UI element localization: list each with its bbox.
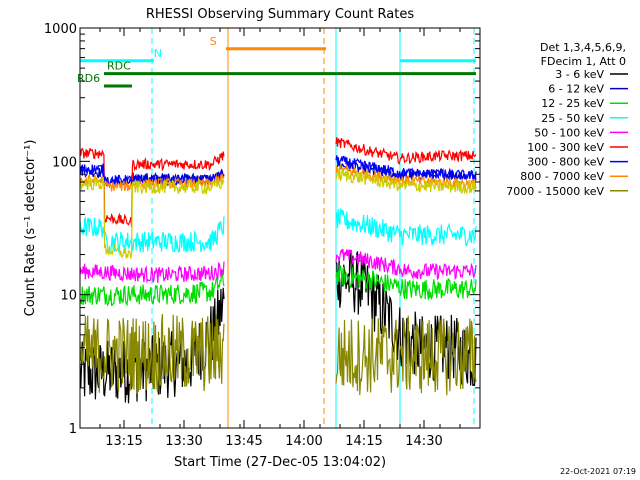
- legend-entry-label: 300 - 800 keV: [527, 156, 604, 169]
- series-line: [79, 314, 225, 394]
- flag-bars: N S RDC RD6: [77, 35, 476, 88]
- x-tick-label: 13:30: [165, 434, 202, 449]
- x-tick-label: 13:15: [105, 434, 142, 449]
- y-tick-label: 100: [52, 155, 77, 170]
- axes: 13:15 13:30 13:45 14:00 14:15 14:30 1 10 100 1000: [44, 22, 481, 449]
- legend-entry-label: 800 - 7000 keV: [520, 170, 604, 183]
- series-line: [79, 147, 225, 228]
- legend-header: FDecim 1, Att 0: [541, 55, 626, 68]
- flag-label: RDC: [107, 60, 131, 73]
- legend-entry-label: 6 - 12 keV: [548, 83, 604, 96]
- flag-label: RD6: [77, 72, 100, 85]
- legend-entry-label: 50 - 100 keV: [534, 126, 604, 139]
- series-line: [79, 176, 225, 259]
- flag-label: S: [210, 35, 217, 48]
- legend-entry-label: 100 - 300 keV: [527, 141, 604, 154]
- chart-title: RHESSI Observing Summary Count Rates: [146, 7, 415, 22]
- legend-entry-label: 7000 - 15000 keV: [506, 185, 604, 198]
- y-axis-label: Count Rate (s⁻¹ detector⁻¹): [23, 140, 38, 317]
- y-tick-label: 1: [69, 422, 77, 437]
- x-tick-label: 14:15: [345, 434, 382, 449]
- x-tick-label: 13:45: [225, 434, 262, 449]
- series-line: [335, 207, 477, 247]
- y-tick-label: 10: [60, 289, 77, 304]
- series-line: [335, 248, 477, 281]
- series-line: [335, 168, 477, 195]
- series-line: [79, 261, 225, 284]
- x-tick-label: 14:00: [285, 434, 322, 449]
- legend-entry-label: 12 - 25 keV: [541, 97, 604, 110]
- legend-entry-label: 3 - 6 keV: [555, 68, 604, 81]
- y-tick-label: 1000: [44, 22, 77, 37]
- series-line: [335, 315, 477, 396]
- flag-label: N: [154, 47, 162, 60]
- x-axis-label: Start Time (27-Dec-05 13:04:02): [174, 455, 386, 470]
- footer-date: 22-Oct-2021 07:19: [560, 467, 636, 476]
- series-line: [335, 137, 477, 165]
- x-tick-label: 14:30: [405, 434, 442, 449]
- legend-entry-label: 25 - 50 keV: [541, 112, 604, 125]
- series-line: [335, 264, 477, 301]
- legend: Det 1,3,4,5,6,9,FDecim 1, Att 03 - 6 keV…: [506, 41, 628, 198]
- legend-header: Det 1,3,4,5,6,9,: [540, 41, 626, 54]
- series-lines: [79, 137, 477, 404]
- series-line: [79, 271, 225, 307]
